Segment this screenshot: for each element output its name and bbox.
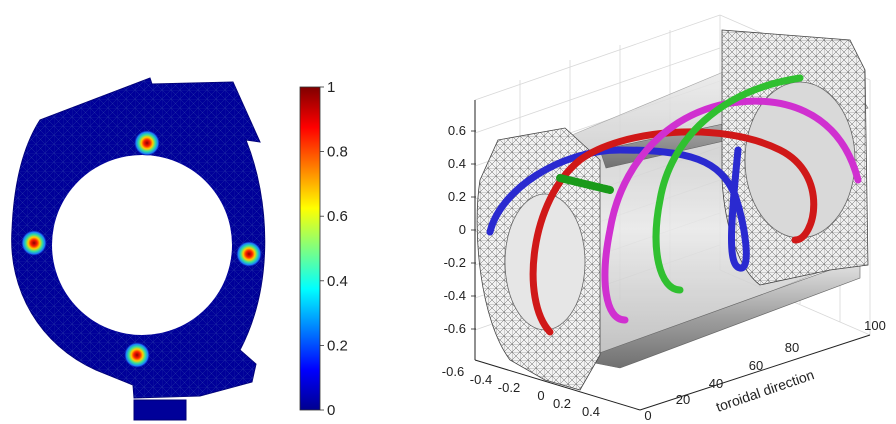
hotspot-right — [236, 241, 262, 267]
colorbar-tick-label: 0 — [327, 402, 335, 419]
curve-blue — [486, 146, 750, 272]
toroidal-tick-label: 40 — [709, 376, 723, 391]
x-tick-label: -0.2 — [498, 380, 520, 395]
toroidal-axis-ticks: 0 20 40 60 80 100 — [644, 318, 885, 423]
torus-model — [476, 29, 869, 391]
y-tick-label: 0 — [459, 222, 466, 237]
colorbar-gradient — [299, 86, 321, 411]
x-tick-label: -0.6 — [442, 364, 464, 379]
x-tick-label: 0.4 — [582, 404, 600, 419]
field-line-curves — [486, 74, 862, 336]
y-tick-label: 0.6 — [448, 123, 466, 138]
x-tick-label: 0.2 — [553, 396, 571, 411]
toroidal-axis-label: toroidal direction — [714, 366, 816, 415]
toroidal-tick-label: 100 — [864, 318, 886, 333]
curve-green — [652, 74, 804, 294]
bottom-rail — [578, 264, 861, 369]
colorbar-tick-label: 0.8 — [327, 144, 348, 161]
y-axis-ticks: 0.6 0.4 0.2 0 -0.2 -0.4 -0.6 — [444, 123, 476, 336]
colorbar-tick-label: 0.2 — [327, 337, 348, 354]
limiter-block — [133, 399, 187, 421]
y-tick-label: -0.4 — [444, 288, 466, 303]
y-tick-label: 0.2 — [448, 189, 466, 204]
toroidal-tick-label: 0 — [644, 408, 651, 423]
hotspot-top — [134, 130, 160, 156]
toroidal-tick-label: 20 — [676, 392, 690, 407]
curve-magenta — [601, 97, 862, 324]
colorbar-tick-label: 0.6 — [327, 208, 348, 225]
colorbar: 0 0.2 0.4 0.6 0.8 1 — [299, 79, 348, 419]
colorbar-tick-label: 0.4 — [327, 273, 348, 290]
poloidal-cross-section — [11, 77, 266, 421]
hotspot-left — [21, 230, 47, 256]
x-axis-ticks: -0.6 -0.4 -0.2 0 0.2 0.4 — [442, 364, 600, 419]
x-tick-label: -0.4 — [470, 372, 492, 387]
toroidal-tick-label: 80 — [785, 340, 799, 355]
y-tick-label: 0.4 — [448, 156, 466, 171]
curve-red — [529, 128, 818, 336]
hotspot-bottom — [124, 342, 150, 368]
x-tick-label: 0 — [537, 388, 544, 403]
toroidal-tick-label: 60 — [749, 358, 763, 373]
y-tick-label: -0.6 — [444, 321, 466, 336]
curve-dark-green — [556, 174, 614, 194]
inner-hole — [52, 155, 232, 335]
y-tick-label: -0.2 — [444, 255, 466, 270]
colorbar-tick-label: 1 — [327, 79, 335, 96]
